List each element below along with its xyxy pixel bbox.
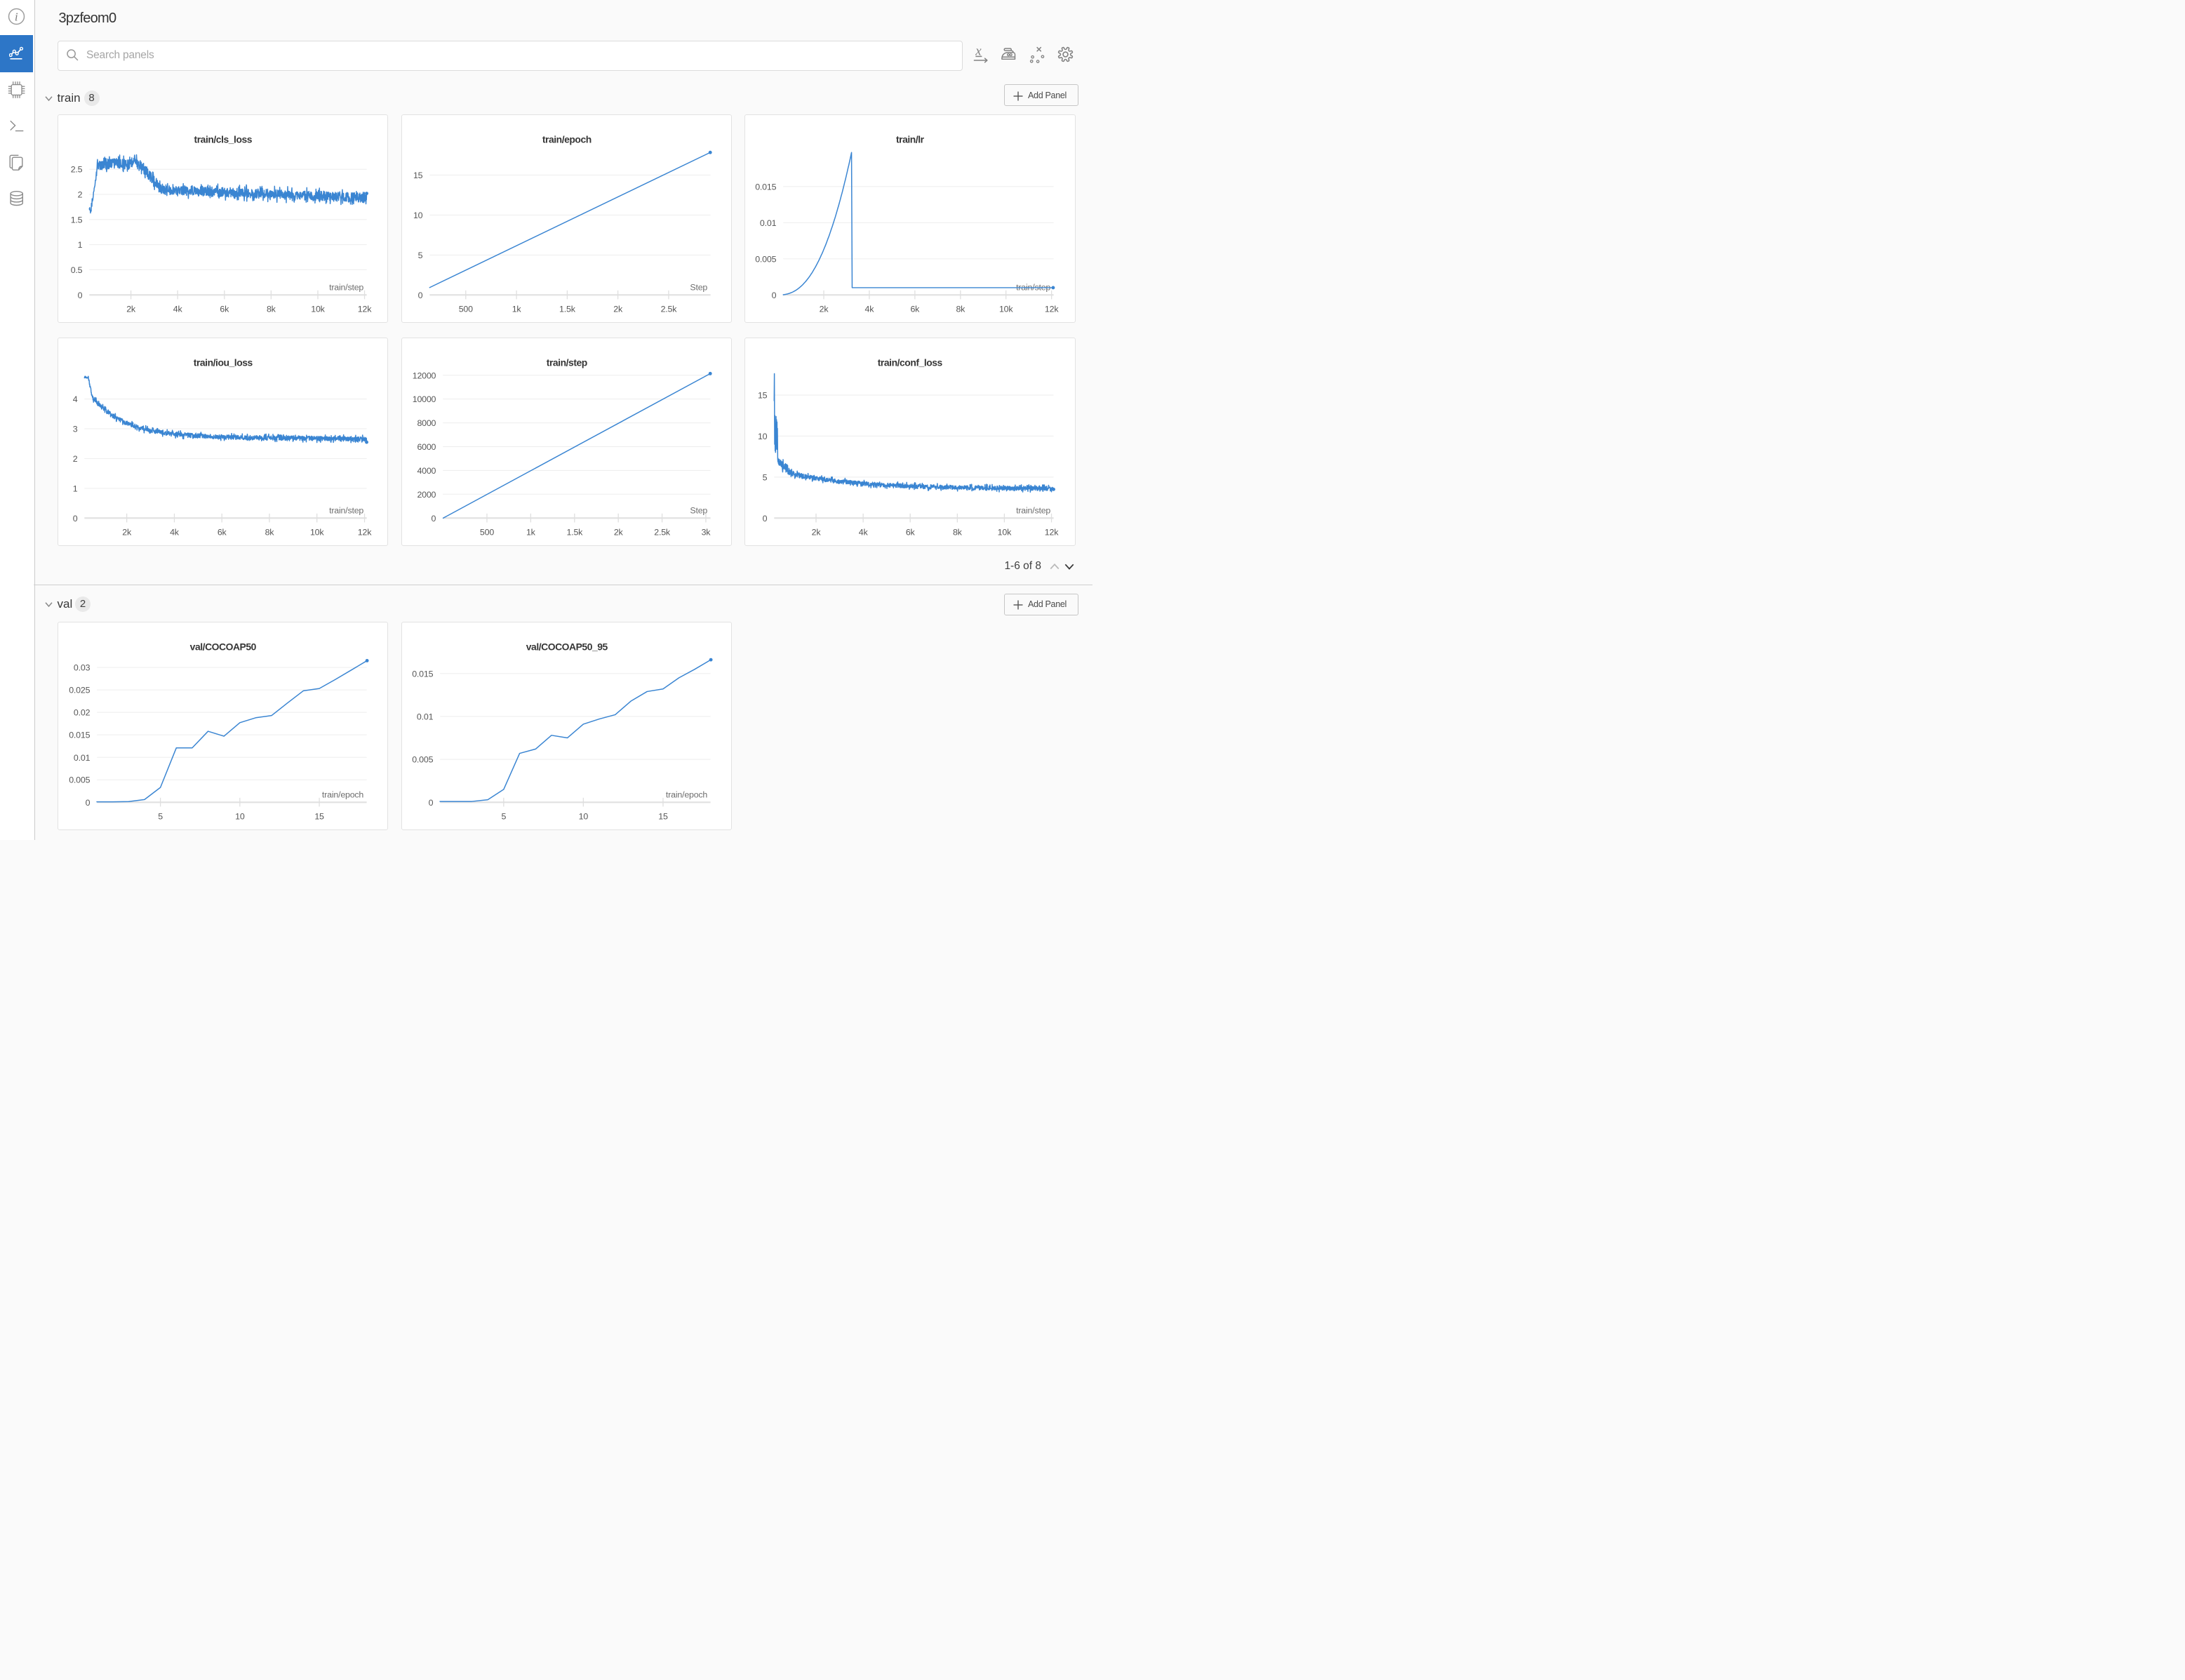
svg-text:15: 15 bbox=[314, 812, 324, 822]
svg-text:5: 5 bbox=[417, 250, 422, 260]
svg-text:1.5: 1.5 bbox=[70, 215, 82, 225]
svg-text:train/lr: train/lr bbox=[896, 133, 925, 145]
svg-text:8k: 8k bbox=[953, 527, 963, 537]
svg-text:2k: 2k bbox=[820, 304, 829, 314]
svg-text:10000: 10000 bbox=[412, 394, 436, 404]
svg-text:0.025: 0.025 bbox=[69, 686, 90, 695]
svg-text:train/step: train/step bbox=[329, 282, 363, 292]
svg-text:4k: 4k bbox=[859, 527, 869, 537]
svg-text:2000: 2000 bbox=[417, 489, 436, 499]
svg-text:0: 0 bbox=[772, 290, 777, 300]
svg-text:12k: 12k bbox=[357, 304, 371, 314]
svg-text:2: 2 bbox=[77, 189, 82, 199]
svg-text:2k: 2k bbox=[812, 527, 822, 537]
svg-text:i: i bbox=[15, 11, 18, 24]
svg-text:1: 1 bbox=[77, 240, 82, 250]
svg-text:train/step: train/step bbox=[546, 356, 587, 368]
svg-text:8k: 8k bbox=[265, 527, 274, 537]
svg-text:train/step: train/step bbox=[329, 505, 363, 515]
svg-text:0.015: 0.015 bbox=[69, 731, 90, 740]
svg-text:1k: 1k bbox=[512, 304, 521, 314]
svg-text:0: 0 bbox=[428, 798, 433, 808]
svg-text:2k: 2k bbox=[613, 304, 623, 314]
svg-text:0: 0 bbox=[431, 513, 436, 523]
svg-text:4k: 4k bbox=[170, 527, 180, 537]
svg-text:10: 10 bbox=[413, 210, 422, 220]
svg-text:2k: 2k bbox=[613, 527, 623, 537]
svg-text:10k: 10k bbox=[311, 304, 325, 314]
svg-text:val/COCOAP50: val/COCOAP50 bbox=[189, 641, 256, 653]
svg-text:0: 0 bbox=[417, 290, 422, 300]
svg-text:train/epoch: train/epoch bbox=[322, 789, 363, 799]
svg-text:1.5k: 1.5k bbox=[559, 304, 576, 314]
svg-text:10: 10 bbox=[578, 812, 588, 822]
svg-text:3: 3 bbox=[72, 424, 77, 434]
svg-text:2: 2 bbox=[72, 454, 77, 464]
svg-text:0.01: 0.01 bbox=[74, 753, 91, 763]
svg-text:Step: Step bbox=[690, 282, 707, 292]
svg-text:4k: 4k bbox=[865, 304, 875, 314]
svg-text:12000: 12000 bbox=[412, 371, 436, 380]
svg-text:Step: Step bbox=[690, 505, 707, 515]
svg-text:x: x bbox=[975, 45, 982, 59]
svg-text:train/cls_loss: train/cls_loss bbox=[194, 133, 252, 145]
svg-text:0.5: 0.5 bbox=[70, 265, 82, 274]
svg-text:6k: 6k bbox=[220, 304, 229, 314]
svg-text:4000: 4000 bbox=[417, 465, 436, 475]
svg-text:500: 500 bbox=[479, 527, 493, 537]
svg-text:5: 5 bbox=[763, 472, 768, 482]
svg-text:0.03: 0.03 bbox=[74, 663, 91, 673]
svg-text:3k: 3k bbox=[701, 527, 711, 537]
svg-text:0.02: 0.02 bbox=[74, 708, 91, 718]
svg-text:train/epoch: train/epoch bbox=[542, 133, 591, 145]
svg-text:val/COCOAP50_95: val/COCOAP50_95 bbox=[526, 641, 608, 653]
svg-text:10k: 10k bbox=[998, 527, 1012, 537]
svg-text:2.5k: 2.5k bbox=[660, 304, 677, 314]
svg-text:train/conf_loss: train/conf_loss bbox=[878, 356, 943, 368]
svg-text:0.005: 0.005 bbox=[756, 254, 777, 264]
svg-text:6k: 6k bbox=[217, 527, 227, 537]
svg-text:10k: 10k bbox=[999, 304, 1013, 314]
svg-text:train/iou_loss: train/iou_loss bbox=[193, 356, 253, 368]
svg-text:0.01: 0.01 bbox=[760, 218, 777, 227]
svg-text:0: 0 bbox=[763, 513, 768, 523]
svg-text:1.5k: 1.5k bbox=[566, 527, 583, 537]
svg-text:6k: 6k bbox=[906, 527, 916, 537]
svg-text:0.015: 0.015 bbox=[412, 669, 433, 679]
svg-text:12k: 12k bbox=[357, 527, 371, 537]
svg-text:0: 0 bbox=[77, 290, 82, 300]
svg-text:2.5: 2.5 bbox=[70, 164, 82, 174]
svg-text:12k: 12k bbox=[1045, 527, 1059, 537]
svg-text:500: 500 bbox=[458, 304, 472, 314]
svg-text:2k: 2k bbox=[122, 527, 132, 537]
svg-text:0.015: 0.015 bbox=[756, 182, 777, 192]
svg-text:train/step: train/step bbox=[1016, 505, 1050, 515]
svg-text:8000: 8000 bbox=[417, 418, 436, 428]
svg-text:12k: 12k bbox=[1045, 304, 1059, 314]
svg-text:0.01: 0.01 bbox=[416, 712, 433, 721]
svg-text:0.005: 0.005 bbox=[69, 775, 90, 785]
svg-text:6k: 6k bbox=[911, 304, 921, 314]
svg-text:1k: 1k bbox=[526, 527, 535, 537]
svg-text:5: 5 bbox=[501, 812, 506, 822]
svg-text:15: 15 bbox=[758, 390, 768, 400]
svg-text:2k: 2k bbox=[126, 304, 136, 314]
svg-text:0: 0 bbox=[85, 798, 90, 808]
svg-text:0: 0 bbox=[72, 513, 77, 523]
svg-text:0.005: 0.005 bbox=[412, 755, 433, 765]
svg-text:6000: 6000 bbox=[417, 442, 436, 452]
svg-text:15: 15 bbox=[658, 812, 668, 822]
svg-text:train/epoch: train/epoch bbox=[665, 789, 707, 799]
svg-text:10: 10 bbox=[758, 431, 768, 441]
svg-text:1: 1 bbox=[72, 484, 77, 493]
svg-text:10: 10 bbox=[235, 812, 245, 822]
svg-text:2.5k: 2.5k bbox=[654, 527, 671, 537]
svg-text:5: 5 bbox=[158, 812, 163, 822]
svg-text:8k: 8k bbox=[267, 304, 276, 314]
svg-text:15: 15 bbox=[413, 170, 422, 180]
svg-text:10k: 10k bbox=[310, 527, 324, 537]
svg-text:4: 4 bbox=[72, 394, 77, 404]
svg-text:4k: 4k bbox=[173, 304, 182, 314]
svg-text:8k: 8k bbox=[956, 304, 966, 314]
